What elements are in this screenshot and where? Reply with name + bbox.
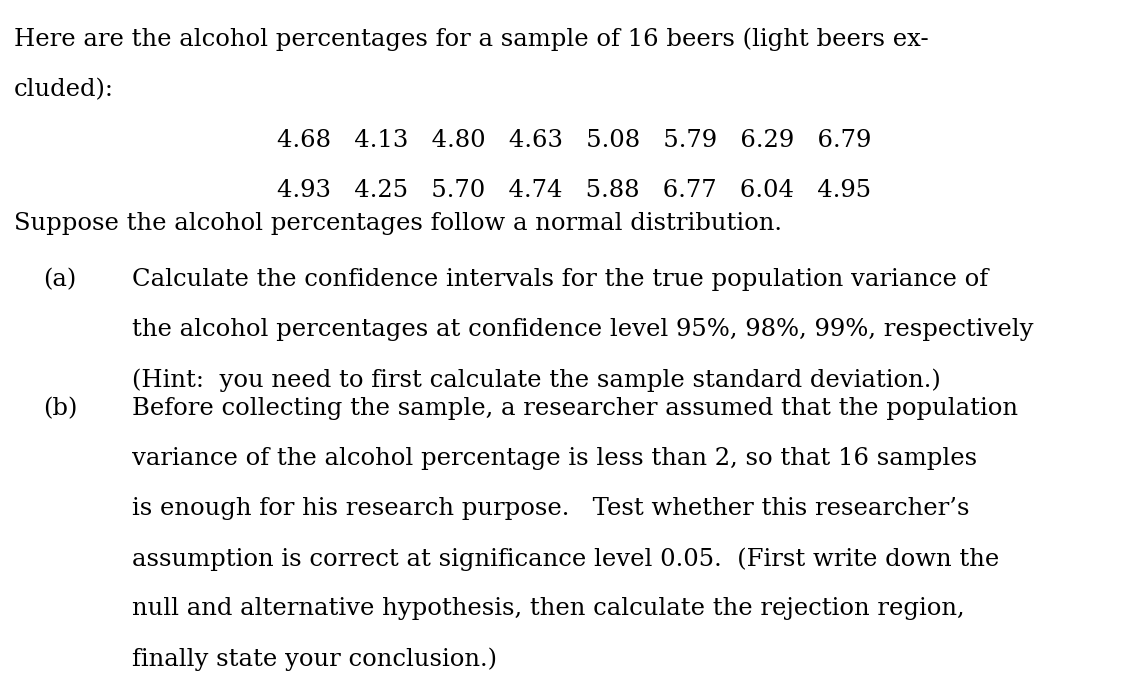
Text: (b): (b): [44, 397, 78, 420]
Text: the alcohol percentages at confidence level 95%, 98%, 99%, respectively: the alcohol percentages at confidence le…: [132, 318, 1033, 341]
Text: 4.93   4.25   5.70   4.74   5.88   6.77   6.04   4.95: 4.93 4.25 5.70 4.74 5.88 6.77 6.04 4.95: [277, 179, 871, 202]
Text: (a): (a): [44, 268, 77, 291]
Text: cluded):: cluded):: [14, 78, 114, 101]
Text: assumption is correct at significance level 0.05.  (First write down the: assumption is correct at significance le…: [132, 547, 999, 571]
Text: finally state your conclusion.): finally state your conclusion.): [132, 647, 497, 671]
Text: Suppose the alcohol percentages follow a normal distribution.: Suppose the alcohol percentages follow a…: [14, 212, 782, 235]
Text: is enough for his research purpose.   Test whether this researcher’s: is enough for his research purpose. Test…: [132, 497, 970, 520]
Text: (Hint:  you need to first calculate the sample standard deviation.): (Hint: you need to first calculate the s…: [132, 368, 940, 392]
Text: 4.68   4.13   4.80   4.63   5.08   5.79   6.29   6.79: 4.68 4.13 4.80 4.63 5.08 5.79 6.29 6.79: [277, 129, 871, 152]
Text: variance of the alcohol percentage is less than 2, so that 16 samples: variance of the alcohol percentage is le…: [132, 447, 977, 470]
Text: Calculate the confidence intervals for the true population variance of: Calculate the confidence intervals for t…: [132, 268, 988, 291]
Text: Before collecting the sample, a researcher assumed that the population: Before collecting the sample, a research…: [132, 397, 1018, 420]
Text: null and alternative hypothesis, then calculate the rejection region,: null and alternative hypothesis, then ca…: [132, 597, 964, 620]
Text: Here are the alcohol percentages for a sample of 16 beers (light beers ex-: Here are the alcohol percentages for a s…: [14, 28, 929, 52]
